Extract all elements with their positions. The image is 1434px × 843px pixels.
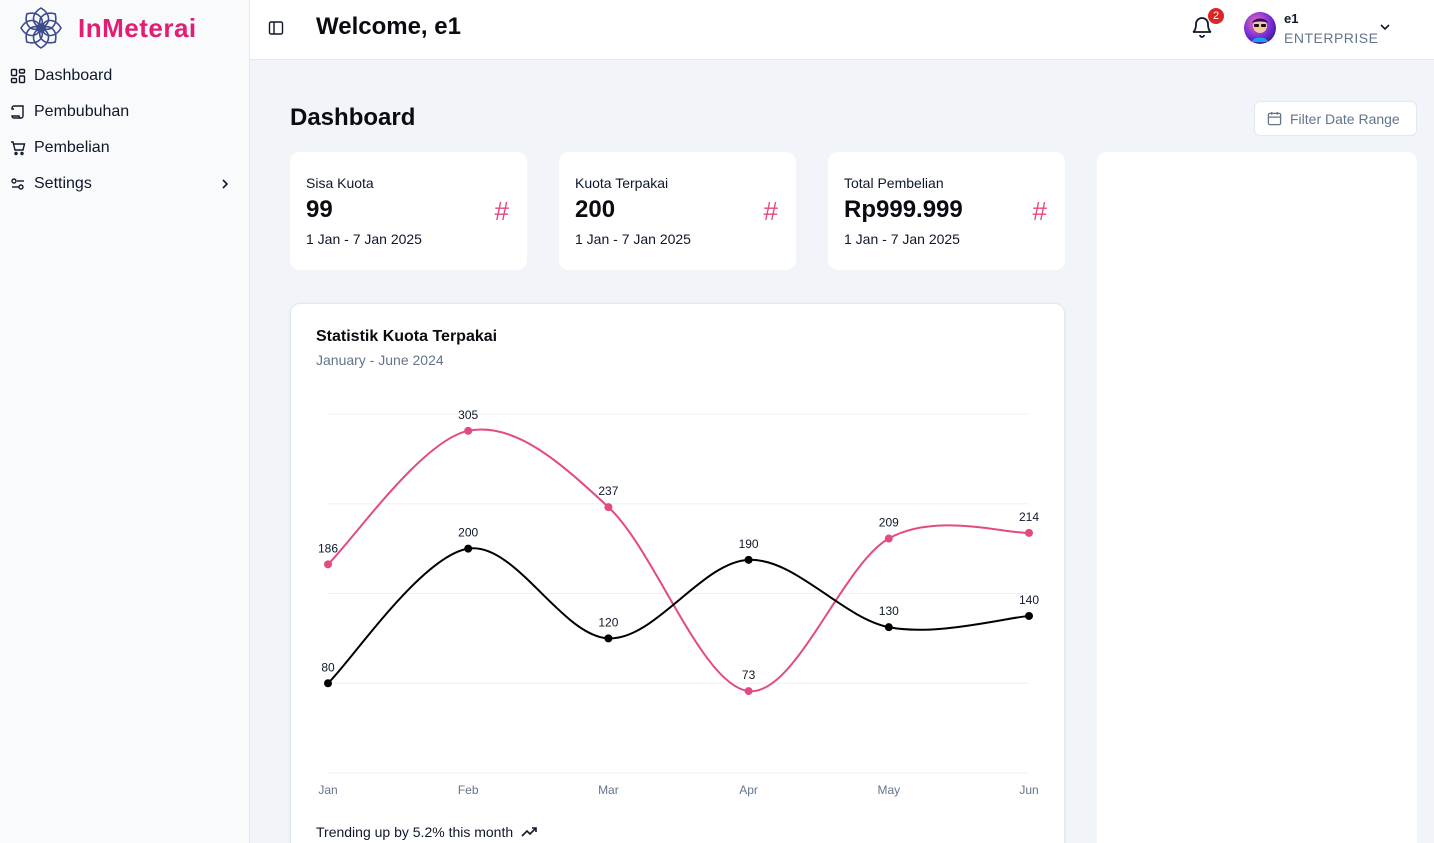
sidebar-item-label: Settings [34, 175, 92, 192]
data-label: 214 [1019, 510, 1039, 524]
filter-date-range-label: Filter Date Range [1290, 110, 1400, 127]
user-avatar-icon [1244, 12, 1276, 44]
top-header: Welcome, e1 2 e1 ENTERPRISE [250, 0, 1434, 60]
series-line [327, 428, 1030, 693]
stat-card-total-pembelian: Total Pembelian Rp999.999 1 Jan - 7 Jan … [828, 152, 1065, 270]
sidebar-item-label: Pembelian [34, 139, 110, 156]
panel-left-icon [268, 21, 284, 35]
data-label: 237 [598, 484, 618, 498]
data-point [324, 679, 332, 688]
line-chart: Jan Feb Mar Apr May Jun 186 305 237 73 209 214 80 200… [318, 408, 1039, 797]
sidebar-item-pembubuhan[interactable]: Pembubuhan [0, 94, 250, 130]
x-tick-label: Mar [598, 783, 619, 797]
sidebar-item-label: Dashboard [34, 67, 113, 84]
chart-card: Statistik Kuota Terpakai January - June … [290, 303, 1065, 843]
cart-icon [10, 140, 26, 156]
stat-date-range: 1 Jan - 7 Jan 2025 [306, 231, 422, 247]
x-tick-label: Apr [739, 783, 758, 797]
data-label: 200 [458, 526, 478, 540]
data-label: 209 [879, 516, 899, 530]
hash-icon: # [494, 196, 509, 226]
side-panel [1097, 152, 1417, 843]
data-point [884, 534, 893, 543]
data-label: 130 [879, 604, 899, 618]
sidebar-item-settings[interactable]: Settings [0, 166, 250, 202]
notification-count-badge: 2 [1208, 8, 1224, 24]
stat-title: Sisa Kuota [306, 175, 374, 191]
brand-name: InMeterai [78, 12, 197, 43]
series-line [327, 547, 1030, 684]
data-point [604, 503, 613, 512]
data-point [744, 555, 753, 564]
data-label: 186 [318, 541, 338, 555]
data-label: 80 [321, 660, 335, 674]
user-menu-button[interactable] [1378, 20, 1392, 34]
avatar[interactable] [1244, 12, 1276, 44]
scroll-icon [10, 104, 26, 120]
user-plan: ENTERPRISE [1284, 30, 1379, 46]
data-label: 73 [742, 668, 756, 682]
data-point [464, 426, 473, 435]
calendar-icon [1267, 111, 1282, 126]
stat-card-sisa-kuota: Sisa Kuota 99 1 Jan - 7 Jan 2025 # [290, 152, 527, 270]
data-point [464, 544, 473, 553]
logo-icon [20, 7, 62, 49]
x-tick-label: Jun [1019, 783, 1038, 797]
data-point [604, 634, 613, 643]
data-point [1025, 611, 1033, 620]
sidebar-nav: Dashboard Pembubuhan Pembelian Settings [0, 58, 250, 202]
stat-title: Kuota Terpakai [575, 175, 669, 191]
x-tick-label: Feb [458, 783, 479, 797]
chevron-down-icon [1380, 24, 1390, 31]
stat-value: 99 [306, 196, 333, 223]
user-name: e1 [1284, 11, 1299, 26]
trending-up-icon [521, 827, 537, 837]
trend-note: Trending up by 5.2% this month [316, 824, 537, 840]
hash-icon: # [763, 196, 778, 226]
dashboard-icon [10, 68, 26, 84]
trend-text: Trending up by 5.2% this month [316, 824, 514, 840]
data-label: 140 [1019, 593, 1039, 607]
data-label: 305 [458, 408, 478, 422]
data-label: 190 [739, 537, 759, 551]
chevron-right-icon [218, 177, 232, 191]
stat-card-kuota-terpakai: Kuota Terpakai 200 1 Jan - 7 Jan 2025 # [559, 152, 796, 270]
page-title: Dashboard [290, 104, 416, 131]
sidebar: InMeterai Dashboard Pembubuhan Pembelian… [0, 0, 250, 843]
data-point [744, 687, 753, 696]
data-point [1025, 528, 1033, 537]
stat-date-range: 1 Jan - 7 Jan 2025 [575, 231, 691, 247]
chart-subtitle: January - June 2024 [316, 352, 444, 368]
x-tick-label: Jan [318, 783, 337, 797]
bell-icon [1192, 17, 1212, 38]
brand-logo[interactable]: InMeterai [16, 4, 197, 52]
settings-icon [10, 176, 26, 192]
x-tick-label: May [877, 783, 900, 797]
sidebar-item-label: Pembubuhan [34, 103, 130, 120]
filter-date-range-button[interactable]: Filter Date Range [1254, 101, 1417, 136]
notifications-button[interactable]: 2 [1190, 8, 1224, 44]
sidebar-toggle-button[interactable] [266, 18, 286, 38]
chart-title: Statistik Kuota Terpakai [316, 328, 498, 345]
stat-value: Rp999.999 [844, 196, 963, 223]
welcome-title: Welcome, e1 [316, 13, 461, 40]
hash-icon: # [1032, 196, 1047, 226]
sidebar-item-dashboard[interactable]: Dashboard [0, 58, 250, 94]
data-point [324, 560, 332, 569]
data-label: 120 [598, 615, 618, 629]
data-point [884, 623, 893, 632]
sidebar-item-pembelian[interactable]: Pembelian [0, 130, 250, 166]
stat-value: 200 [575, 196, 616, 223]
stat-title: Total Pembelian [844, 175, 944, 191]
stat-date-range: 1 Jan - 7 Jan 2025 [844, 231, 960, 247]
